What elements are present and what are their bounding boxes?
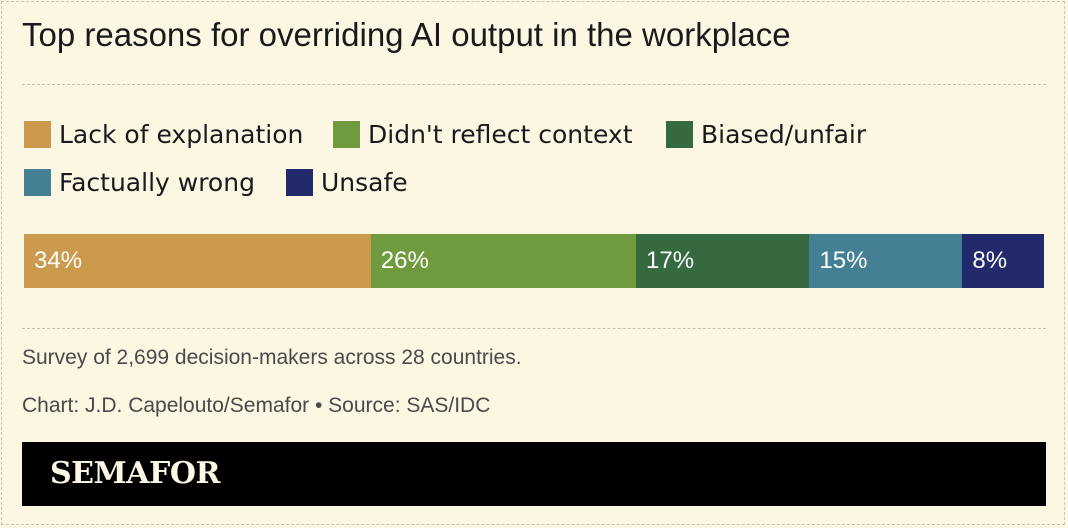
divider-bottom: [22, 328, 1046, 329]
legend-label: Biased/unfair: [701, 120, 867, 149]
bar-segment-label: 17%: [646, 247, 695, 274]
bar-segment-label: 8%: [972, 247, 1008, 274]
bar-segment: [809, 234, 963, 288]
bar-segment-label: 34%: [34, 247, 83, 274]
bar-segment-label: 26%: [380, 247, 429, 274]
footnote: Survey of 2,699 decision-makers across 2…: [22, 346, 522, 369]
legend-swatch: [666, 121, 693, 148]
credit-line: Chart: J.D. Capelouto/Semafor • Source: …: [22, 394, 491, 417]
legend-item-lack-of-explanation: Lack of explanation: [24, 120, 303, 149]
chart-title: Top reasons for overriding AI output in …: [22, 16, 791, 53]
legend-swatch: [24, 169, 51, 196]
legend-item-didnt-reflect-context: Didn't reflect context: [333, 120, 633, 149]
legend-swatch: [333, 121, 360, 148]
bar-segment-label: 15%: [819, 247, 868, 274]
legend-label: Factually wrong: [59, 168, 255, 197]
brand-footer: SEMAFOR: [22, 442, 1046, 506]
legend-label: Didn't reflect context: [368, 120, 633, 149]
legend-swatch: [286, 169, 313, 196]
semafor-logo: SEMAFOR: [50, 456, 220, 491]
legend-label: Lack of explanation: [59, 120, 304, 149]
legend-item-biased-unfair: Biased/unfair: [666, 120, 866, 149]
legend-item-factually-wrong: Factually wrong: [24, 168, 255, 197]
legend-item-unsafe: Unsafe: [286, 168, 408, 197]
legend-swatch: [24, 121, 51, 148]
divider-top: [22, 84, 1046, 85]
bar-segment: [636, 234, 810, 288]
stacked-bar: 34% 26% 17% 15% 8%: [24, 234, 1045, 288]
bar-segment: [24, 234, 372, 288]
bar-segment: [962, 234, 1045, 288]
legend-label: Unsafe: [321, 168, 408, 197]
bar-segment: [370, 234, 637, 288]
